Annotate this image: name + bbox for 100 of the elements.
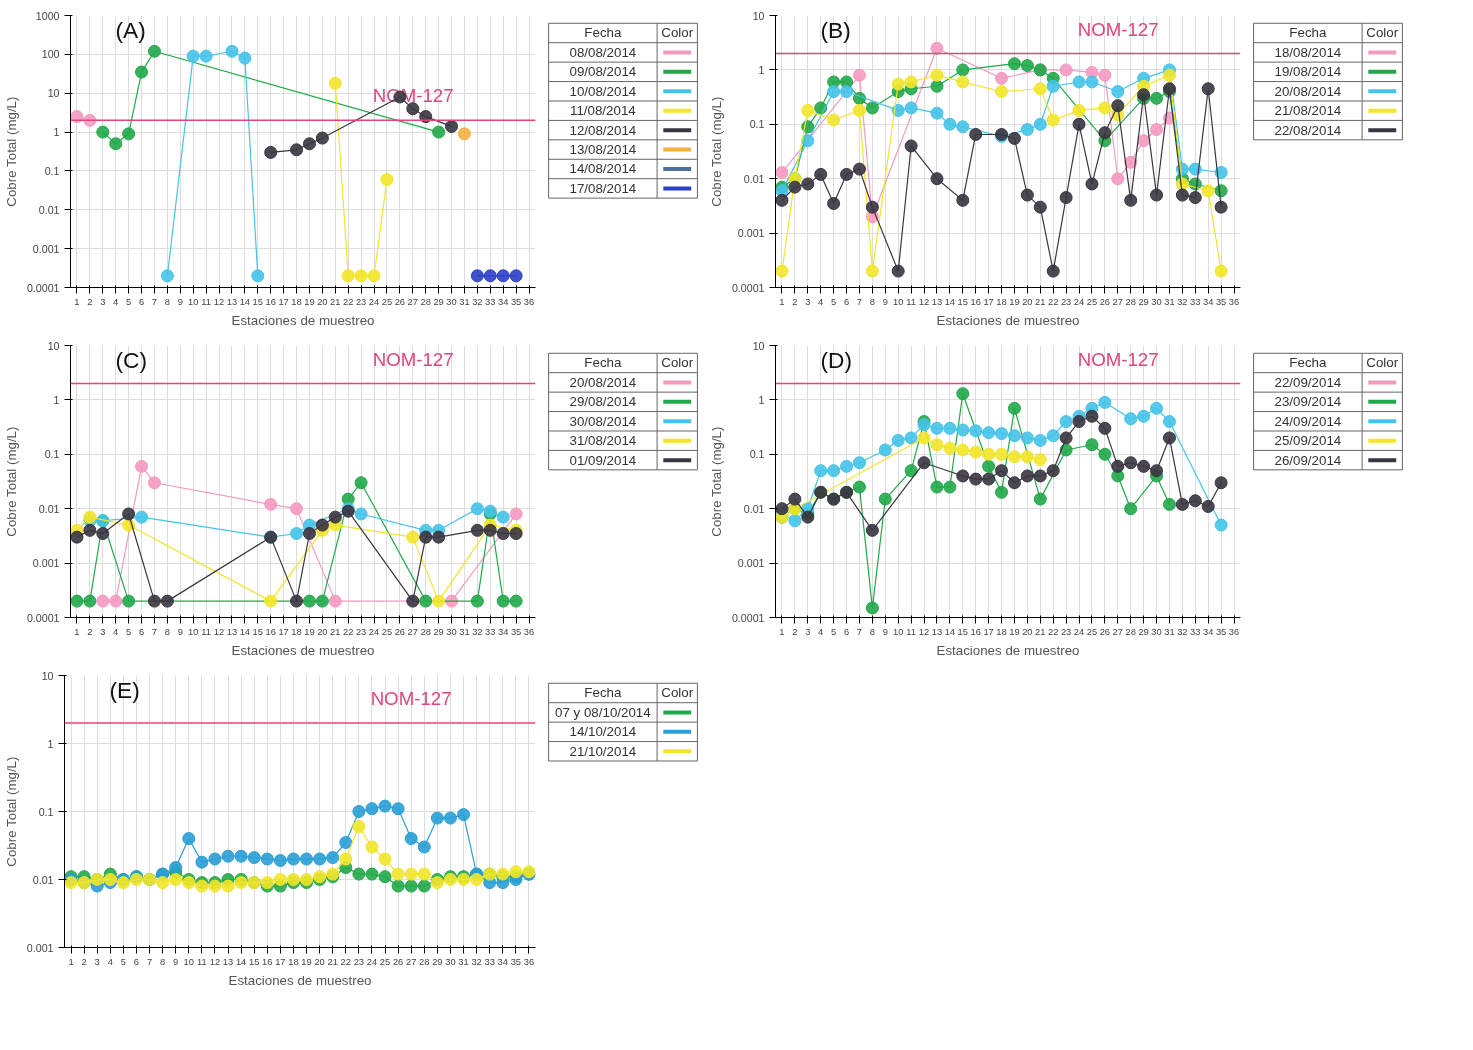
x-tick-label: 7 [856,626,863,637]
legend-label: 14/08/2014 [569,161,637,177]
x-tick-label: 6 [138,296,145,307]
x-tick-label: 25 [381,626,393,637]
x-tick-label: 29 [1138,626,1149,637]
y-tick-label: 0.0001 [731,611,765,624]
x-tick-label: 34 [498,626,509,637]
legend-label: 20/08/2014 [569,374,637,390]
y-tick-label: 0.001 [737,557,765,570]
x-tick-label: 20 [1022,626,1033,637]
x-tick-label: 28 [419,956,430,967]
x-tick-label: 3 [805,296,811,307]
x-tick-label: 21 [330,296,341,307]
x-tick-label: 35 [510,956,522,967]
x-tick-label: 1 [779,626,785,637]
x-tick-label: 16 [265,626,276,637]
x-tick-label: 5 [831,296,837,307]
x-tick-label: 12 [213,626,225,637]
x-tick-label: 23 [355,626,367,637]
x-tick-label: 34 [1203,626,1214,637]
x-tick-label: 30 [1151,626,1162,637]
x-tick-label: 17 [983,626,994,637]
y-tick-label: 0.001 [26,941,54,954]
x-axis-title: Estaciones de muestreo [231,642,375,658]
x-tick-label: 33 [1190,296,1201,307]
y-tick-label: 10 [752,339,765,352]
x-tick-label: 4 [818,296,824,307]
y-tick-label: 0.001 [32,242,60,255]
y-tick-label: 0.1 [44,448,60,461]
x-tick-label: 23 [353,956,365,967]
x-tick-label: 6 [133,956,140,967]
x-tick-label: 14 [944,296,956,307]
x-tick-label: 22 [343,626,354,637]
x-tick-label: 16 [265,296,276,307]
y-tick-label: 0.001 [32,557,60,570]
x-axis-title: Estaciones de muestreo [936,312,1080,328]
x-tick-label: 36 [523,626,535,637]
x-tick-label: 17 [275,956,286,967]
x-tick-label: 33 [485,296,496,307]
legend-label: 08/08/2014 [569,44,637,60]
legend-label: 13/08/2014 [569,142,637,158]
x-tick-label: 27 [406,956,417,967]
legend-label: 23/09/2014 [1274,394,1342,410]
y-tick-label: 0.1 [749,118,765,131]
x-tick-label: 33 [485,626,496,637]
y-tick-label: 0.001 [737,227,765,240]
x-tick-label: 22 [340,956,351,967]
text: Color [661,25,694,41]
text: Color [661,685,694,701]
x-tick-label: 19 [1009,626,1020,637]
x-tick-label: 13 [931,296,943,307]
x-tick-label: 2 [87,296,93,307]
x-tick-label: 32 [472,296,483,307]
x-tick-label: 18 [288,956,299,967]
legend-label: 19/08/2014 [1274,64,1342,80]
legend-label: 25/09/2014 [1274,433,1342,449]
x-tick-label: 35 [1215,626,1227,637]
ref-line-label: NOM-127 [1077,348,1159,370]
x-tick-label: 3 [100,296,106,307]
x-tick-label: 9 [882,296,888,307]
y-axis-title: Cobre Total (mg/L) [708,426,724,537]
x-tick-label: 18 [291,626,302,637]
x-tick-label: 13 [222,956,234,967]
legend-label: 17/08/2014 [569,180,637,196]
x-tick-label: 31 [459,626,470,637]
x-tick-label: 19 [304,296,315,307]
y-tick-label: 1 [758,63,765,76]
x-tick-label: 24 [368,296,380,307]
x-tick-label: 1 [779,296,785,307]
legend-label: 22/08/2014 [1274,122,1342,138]
x-tick-label: 34 [498,296,509,307]
text: Color [1366,25,1399,41]
x-tick-label: 11 [201,296,211,307]
chart-title: (A) [115,16,146,43]
x-tick-label: 24 [366,956,378,967]
x-axis-title: Estaciones de muestreo [936,642,1080,658]
x-tick-label: 25 [379,956,391,967]
x-tick-label: 29 [432,956,443,967]
x-tick-label: 2 [81,956,87,967]
x-tick-label: 12 [918,296,930,307]
x-tick-label: 11 [201,626,211,637]
x-tick-label: 24 [1073,626,1085,637]
legend-label: 20/08/2014 [1274,83,1342,99]
x-tick-label: 26 [392,956,404,967]
x-tick-label: 9 [177,296,183,307]
x-tick-label: 29 [1138,296,1149,307]
x-tick-label: 12 [209,956,221,967]
y-tick-label: 1 [47,737,54,750]
y-tick-label: 1 [53,126,60,139]
legend-label: 10/08/2014 [569,83,637,99]
x-tick-label: 31 [1164,296,1175,307]
y-tick-label: 1 [758,393,765,406]
ref-line-label: NOM-127 [1077,18,1159,40]
x-tick-label: 4 [818,626,824,637]
legend-title: Fecha [1289,355,1327,371]
x-tick-label: 5 [831,626,837,637]
ref-line-label: NOM-127 [372,348,454,370]
x-tick-label: 7 [151,626,158,637]
y-tick-label: 100 [41,48,60,61]
x-tick-label: 28 [1125,626,1136,637]
